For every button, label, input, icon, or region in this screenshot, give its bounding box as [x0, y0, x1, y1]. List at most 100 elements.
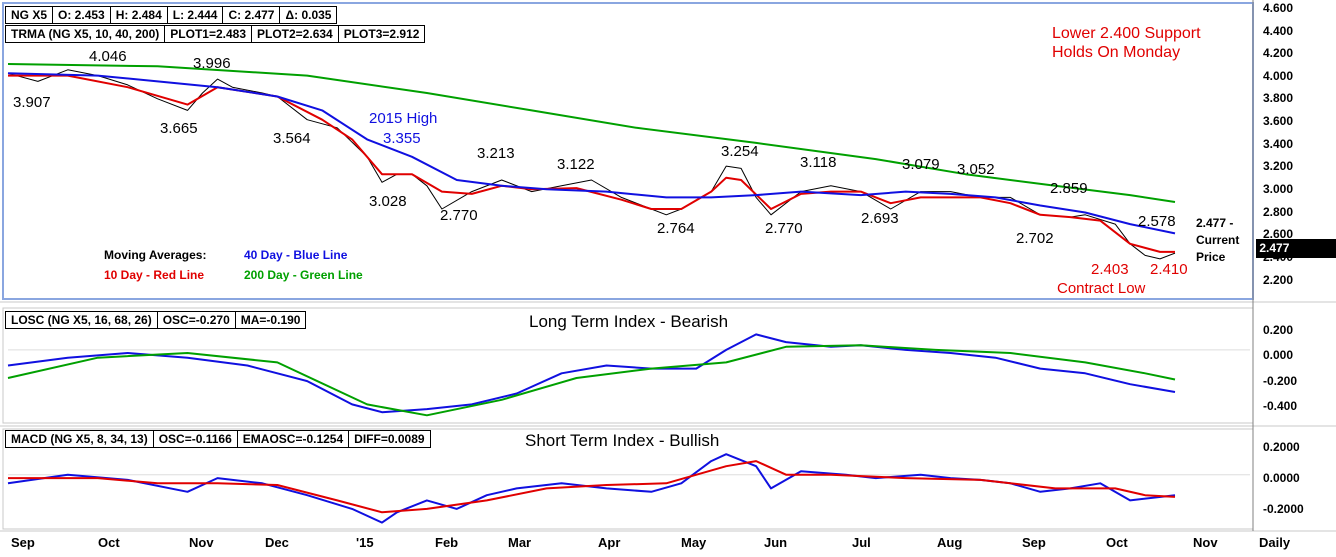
series-line-40-day-blue-line [7, 72, 1176, 235]
y-tick: 2.400 [1263, 250, 1294, 264]
y-tick: 0.000 [1263, 348, 1294, 362]
y-tick: -0.400 [1263, 399, 1298, 413]
series-line-ma [7, 344, 1176, 417]
current-price-value: 2.477 - [1196, 216, 1234, 230]
y-tick: 3.600 [1263, 114, 1294, 128]
price-label: 2.702 [1016, 230, 1054, 247]
y-tick: 3.800 [1263, 91, 1294, 105]
x-tick: Nov [1193, 535, 1218, 550]
price-label: 3.254 [721, 143, 759, 160]
price-label: 3.118 [800, 154, 837, 171]
macd-emaosc-label: EMAOSC=-0.1254 [238, 431, 350, 447]
plot2-label: PLOT2=2.634 [252, 26, 339, 42]
price-label: 3.122 [557, 156, 595, 173]
series-line-10-day-red-line [8, 74, 1175, 253]
y-tick: 3.200 [1263, 159, 1294, 173]
price-label: 2.693 [861, 210, 899, 227]
trma-study-label: TRMA (NG X5, 10, 40, 200) [6, 26, 166, 42]
high-label: H: 2.484 [111, 7, 168, 23]
y-tick: 0.2000 [1263, 440, 1300, 454]
price-label: 4.046 [89, 48, 127, 65]
trma-info-box: TRMA (NG X5, 10, 40, 200) PLOT1=2.483 PL… [5, 25, 426, 43]
current-price-label2: Price [1196, 250, 1226, 264]
y-tick: 2.600 [1263, 227, 1294, 241]
macd-osc-label: OSC=-0.1166 [154, 431, 238, 447]
losc-info-box: LOSC (NG X5, 16, 68, 26) OSC=-0.270 MA=-… [5, 311, 307, 329]
y-tick: 4.600 [1263, 1, 1294, 15]
headline-line1: Lower 2.400 Support [1052, 25, 1201, 42]
low-label: L: 2.444 [168, 7, 224, 23]
x-tick: Mar [508, 535, 532, 550]
y-tick: -0.2000 [1263, 502, 1304, 516]
current-price-box-value: 2.477 [1259, 241, 1290, 255]
contract-low-label: Contract Low [1057, 280, 1146, 297]
delta-label: Δ: 0.035 [285, 8, 332, 22]
series-line-200-day-green-line [7, 63, 1176, 203]
y-tick: 4.200 [1263, 46, 1294, 60]
price-info-box: NG X5 O: 2.453 H: 2.484 L: 2.444 C: 2.47… [5, 6, 338, 24]
price-label: 2.578 [1138, 213, 1176, 230]
price-label: 3.052 [957, 161, 995, 178]
x-tick: Oct [1106, 535, 1128, 550]
legend-title: Moving Averages: [104, 248, 207, 262]
price-label: 3.213 [477, 145, 515, 162]
close-label: C: 2.477 [223, 7, 281, 23]
yearly-high-value: 3.355 [383, 130, 421, 147]
price-label: 2.770 [440, 207, 478, 224]
losc-title: Long Term Index - Bearish [529, 312, 729, 331]
x-tick: Feb [435, 535, 459, 550]
macd-study-label: MACD (NG X5, 8, 34, 13) [6, 431, 154, 447]
y-tick: 0.0000 [1263, 471, 1300, 485]
y-tick: 2.200 [1263, 273, 1294, 287]
x-tick: Dec [265, 535, 289, 550]
x-tick: Nov [189, 535, 214, 550]
price-label: 2.764 [657, 220, 695, 237]
series-line-signal [8, 460, 1176, 514]
losc-osc-label: OSC=-0.270 [158, 312, 236, 328]
macd-title: Short Term Index - Bullish [525, 431, 720, 450]
timeframe-label: Daily [1259, 535, 1291, 550]
contract-low-value: 2.403 [1091, 261, 1129, 278]
x-tick: Apr [598, 535, 621, 550]
yearly-high-title: 2015 High [369, 110, 438, 127]
price-label: 3.996 [193, 55, 231, 72]
x-tick: '15 [356, 535, 374, 550]
x-tick: Jun [764, 535, 788, 550]
y-tick: 4.400 [1263, 24, 1294, 38]
plot1-label: PLOT1=2.483 [165, 26, 252, 42]
y-tick: 0.200 [1263, 323, 1294, 337]
x-tick: Oct [98, 535, 120, 550]
legend-ma10: 10 Day - Red Line [104, 268, 205, 282]
y-tick: -0.200 [1263, 374, 1298, 388]
current-price-label1: Current [1196, 233, 1240, 247]
price-label: 3.564 [273, 130, 311, 147]
x-tick: Sep [1022, 535, 1046, 550]
series-line-price [7, 69, 1176, 260]
price-label: 3.079 [902, 156, 940, 173]
x-tick: Sep [11, 535, 35, 550]
price-label: 3.907 [13, 94, 51, 111]
macd-diff-label: DIFF=0.0089 [354, 432, 425, 446]
price-panel-frame [2, 2, 1254, 300]
legend-ma200: 200 Day - Green Line [244, 268, 363, 282]
current-price-marker: 2.477 [1256, 239, 1336, 258]
open-label: O: 2.453 [53, 7, 111, 23]
headline-line2: Holds On Monday [1052, 44, 1181, 61]
x-tick: Jul [852, 535, 871, 550]
y-tick: 4.000 [1263, 69, 1294, 83]
plot3-label: PLOT3=2.912 [343, 27, 420, 41]
price-label: 2.859 [1050, 180, 1088, 197]
y-tick: 3.400 [1263, 137, 1294, 151]
losc-ma-label: MA=-0.190 [240, 313, 301, 327]
legend-ma40: 40 Day - Blue Line [244, 248, 348, 262]
y-tick: 3.000 [1263, 182, 1294, 196]
price-label: 2.770 [765, 220, 803, 237]
symbol-label: NG X5 [6, 7, 54, 23]
price-label: 3.665 [160, 120, 198, 137]
y-tick: 2.800 [1263, 205, 1294, 219]
losc-study-label: LOSC (NG X5, 16, 68, 26) [6, 312, 158, 328]
recent-low-value: 2.410 [1150, 261, 1188, 278]
x-tick: May [681, 535, 707, 550]
x-tick: Aug [937, 535, 963, 550]
macd-info-box: MACD (NG X5, 8, 34, 13) OSC=-0.1166 EMAO… [5, 430, 431, 448]
